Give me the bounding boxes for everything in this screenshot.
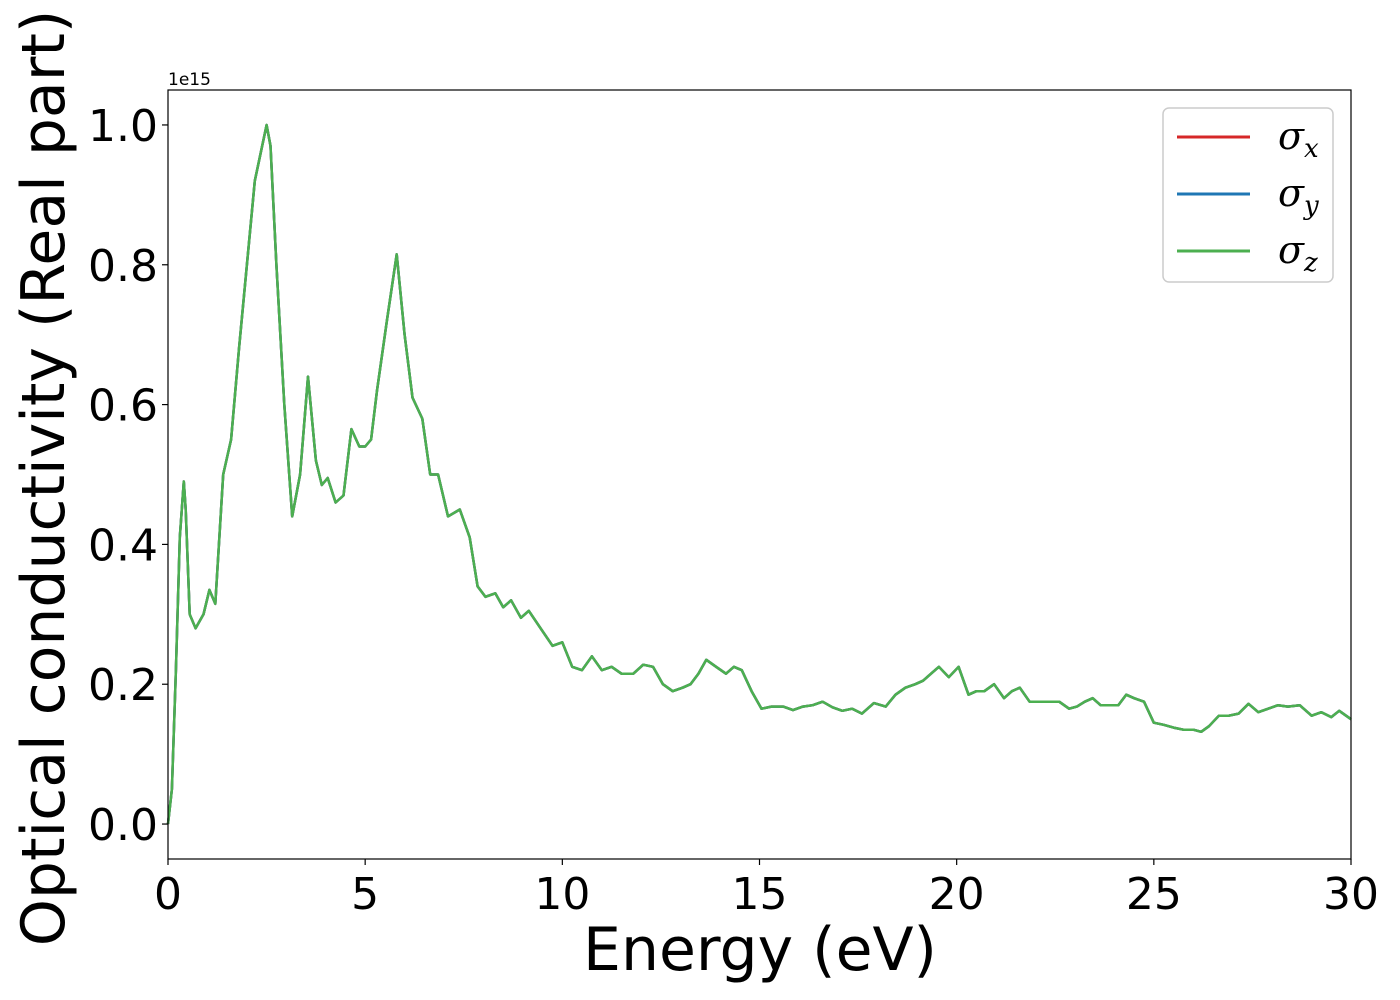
- y-tick-label: 0.6: [88, 381, 158, 432]
- y-tick-label: 1.0: [88, 101, 158, 152]
- legend-label-sigma-z: σz: [1278, 228, 1318, 278]
- x-axis: 0 5 10 15 20 25 30: [154, 859, 1379, 920]
- y-tick-label: 0.8: [88, 241, 158, 292]
- series-layer: [166, 123, 1352, 825]
- y-tick-label: 0.4: [88, 520, 158, 571]
- x-tick-label: 15: [732, 869, 788, 920]
- legend-label-sigma-y: σy: [1278, 171, 1319, 221]
- legend-label-sigma-x: σx: [1278, 114, 1319, 164]
- x-tick-label: 10: [534, 869, 590, 920]
- x-tick-label: 30: [1323, 869, 1379, 920]
- x-tick-label: 25: [1126, 869, 1182, 920]
- y-axis-title: Optical conductivity (Real part): [9, 10, 79, 947]
- y-tick-label: 0.2: [88, 660, 158, 711]
- y-offset-label: 1e15: [168, 70, 211, 90]
- x-tick-label: 5: [351, 869, 379, 920]
- x-tick-label: 0: [154, 869, 182, 920]
- y-tick-label: 0.0: [88, 800, 158, 851]
- x-tick-label: 20: [929, 869, 985, 920]
- legend-entries: σx σy σz: [1177, 114, 1319, 278]
- y-axis: 0.0 0.2 0.4 0.6 0.8 1.0: [88, 101, 168, 851]
- series-line-sigma-z: [166, 123, 1352, 825]
- x-axis-title: Energy (eV): [583, 915, 937, 985]
- legend: σx σy σz: [1162, 107, 1334, 283]
